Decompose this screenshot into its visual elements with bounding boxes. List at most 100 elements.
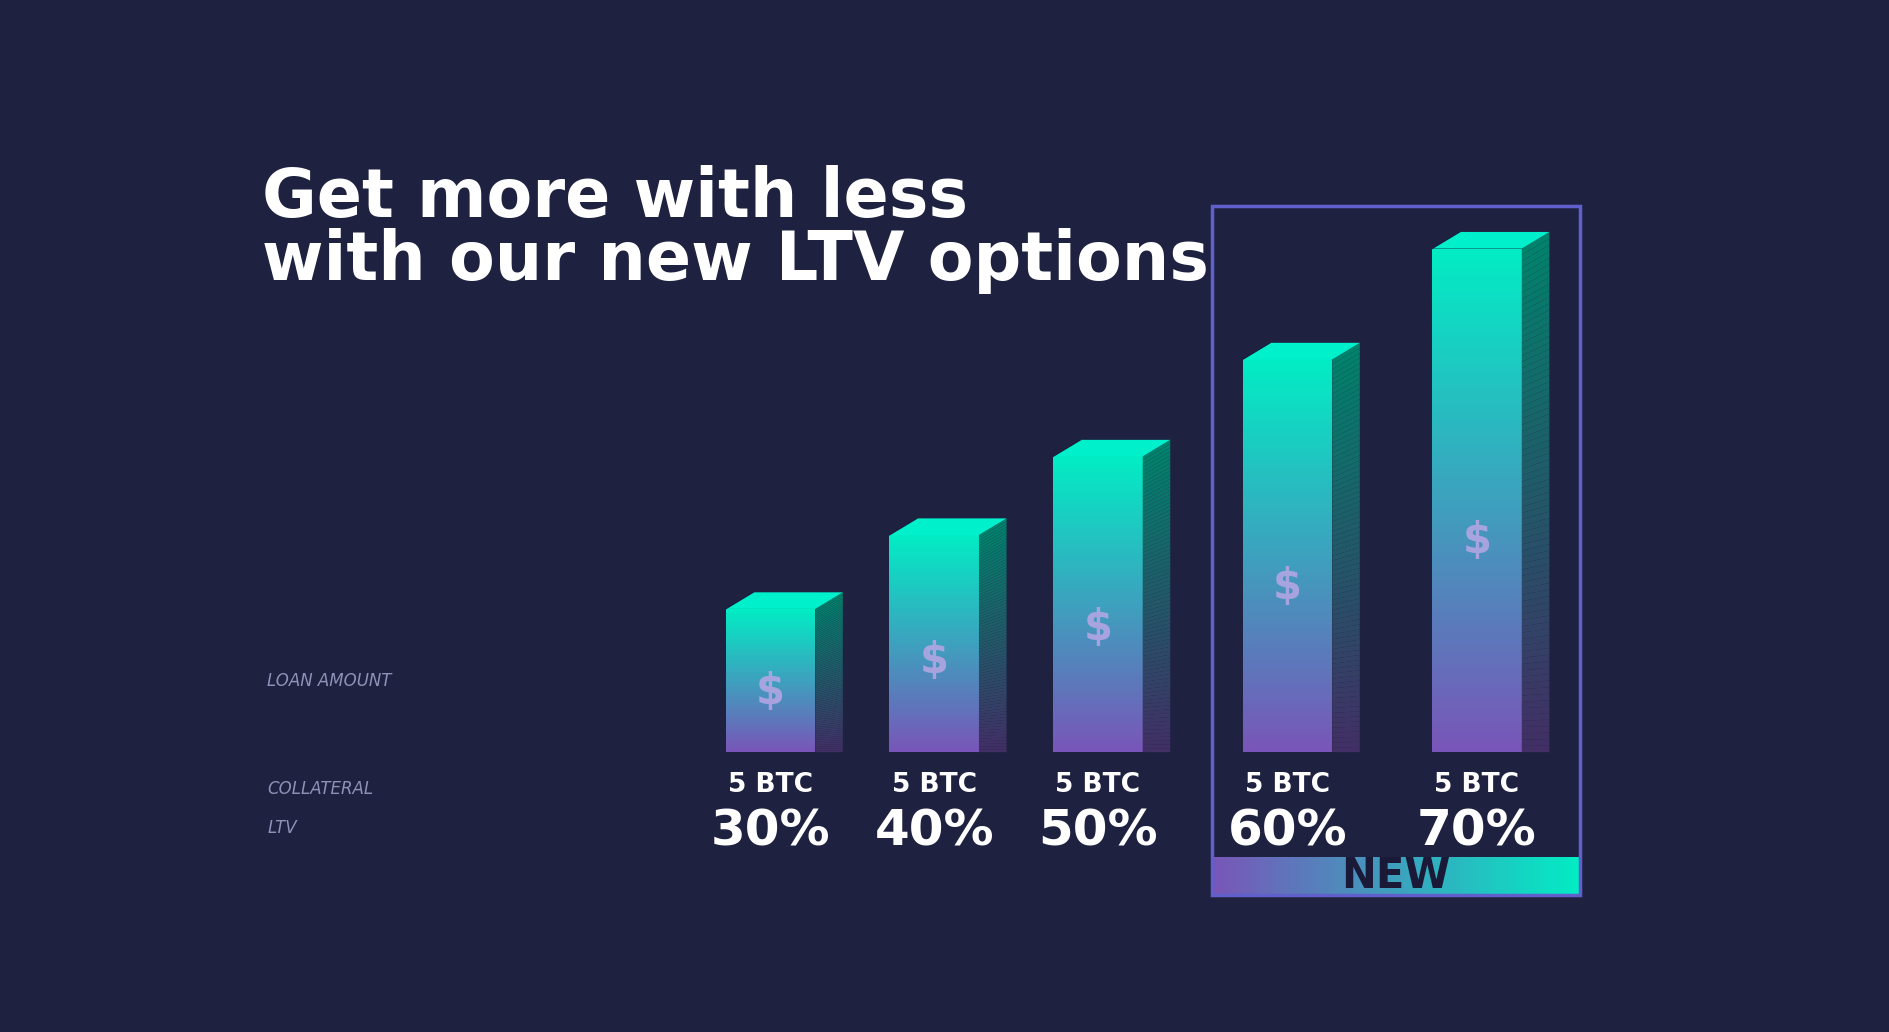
Polygon shape <box>1332 747 1358 752</box>
Polygon shape <box>1521 551 1549 563</box>
Bar <box>1432 312 1521 318</box>
Polygon shape <box>1332 655 1358 664</box>
Bar <box>890 741 979 744</box>
Bar <box>1432 594 1521 601</box>
Polygon shape <box>1143 667 1169 675</box>
Polygon shape <box>1143 678 1169 685</box>
Bar <box>1052 605 1143 608</box>
Polygon shape <box>1521 258 1549 280</box>
Bar <box>1052 722 1143 727</box>
Polygon shape <box>814 692 842 701</box>
Bar <box>1241 576 1332 580</box>
Bar <box>1052 656 1143 659</box>
Polygon shape <box>979 574 1007 589</box>
Bar <box>725 638 814 640</box>
Polygon shape <box>979 653 1007 663</box>
Polygon shape <box>814 716 842 721</box>
Polygon shape <box>1143 483 1169 501</box>
Polygon shape <box>979 618 1007 630</box>
Bar <box>1241 384 1332 389</box>
Polygon shape <box>979 723 1007 728</box>
Polygon shape <box>1521 323 1549 343</box>
Bar <box>1241 364 1332 369</box>
Polygon shape <box>1521 473 1549 488</box>
Bar <box>725 675 814 677</box>
Polygon shape <box>1143 529 1169 545</box>
Polygon shape <box>1332 374 1358 394</box>
Bar <box>1502 857 1506 896</box>
Polygon shape <box>1143 565 1169 579</box>
Bar <box>1241 630 1332 635</box>
Polygon shape <box>1521 524 1549 538</box>
Polygon shape <box>1521 278 1549 299</box>
Polygon shape <box>979 518 1007 538</box>
Bar <box>1241 649 1332 654</box>
Polygon shape <box>979 585 1007 601</box>
Polygon shape <box>1521 746 1549 752</box>
Polygon shape <box>979 688 1007 696</box>
Bar <box>1422 857 1428 896</box>
Polygon shape <box>1143 686 1169 694</box>
Polygon shape <box>814 744 842 747</box>
Bar <box>1241 433 1332 438</box>
Bar <box>725 625 814 626</box>
Bar <box>1354 857 1358 896</box>
Bar <box>1052 467 1143 472</box>
Bar <box>890 703 979 706</box>
Bar <box>1543 857 1547 896</box>
Polygon shape <box>1521 453 1549 469</box>
Bar <box>1052 516 1143 519</box>
Polygon shape <box>1332 609 1358 619</box>
Bar <box>1241 669 1332 674</box>
Bar <box>1052 490 1143 493</box>
Polygon shape <box>1521 577 1549 588</box>
Polygon shape <box>814 746 842 748</box>
Polygon shape <box>979 697 1007 703</box>
Polygon shape <box>1143 573 1169 586</box>
Bar <box>1432 462 1521 469</box>
Bar <box>1052 622 1143 626</box>
Bar <box>1052 649 1143 652</box>
Polygon shape <box>979 521 1007 541</box>
Bar <box>1052 596 1143 601</box>
Bar <box>1432 645 1521 651</box>
Bar <box>725 738 814 740</box>
Polygon shape <box>1332 599 1358 610</box>
Polygon shape <box>1143 623 1169 634</box>
Polygon shape <box>1521 687 1549 696</box>
Bar <box>725 668 814 670</box>
Bar <box>1432 375 1521 381</box>
Bar <box>1432 406 1521 412</box>
Bar <box>1241 605 1332 610</box>
Polygon shape <box>1521 681 1549 689</box>
Polygon shape <box>1143 615 1169 626</box>
Bar <box>1052 697 1143 701</box>
Polygon shape <box>1332 465 1358 482</box>
Polygon shape <box>1521 654 1549 664</box>
Bar <box>1052 711 1143 715</box>
Bar <box>1387 857 1390 896</box>
Bar <box>1432 399 1521 406</box>
Polygon shape <box>1143 639 1169 649</box>
Text: LTV: LTV <box>266 819 297 837</box>
Polygon shape <box>1332 666 1358 674</box>
Bar <box>1432 431 1521 438</box>
Polygon shape <box>1332 645 1358 654</box>
Polygon shape <box>979 711 1007 717</box>
Bar <box>1419 857 1422 896</box>
Text: $: $ <box>1462 520 1490 561</box>
Bar <box>1052 512 1143 516</box>
Bar <box>1215 857 1220 896</box>
Polygon shape <box>1332 660 1358 669</box>
Polygon shape <box>1143 467 1169 486</box>
Bar <box>1241 560 1332 566</box>
Bar <box>1275 857 1281 896</box>
Polygon shape <box>1521 609 1549 620</box>
Bar <box>725 721 814 723</box>
Polygon shape <box>979 732 1007 736</box>
Bar <box>1432 456 1521 462</box>
Polygon shape <box>1332 460 1358 477</box>
Bar <box>1432 664 1521 671</box>
Bar <box>1409 857 1413 896</box>
Bar <box>1241 398 1332 404</box>
